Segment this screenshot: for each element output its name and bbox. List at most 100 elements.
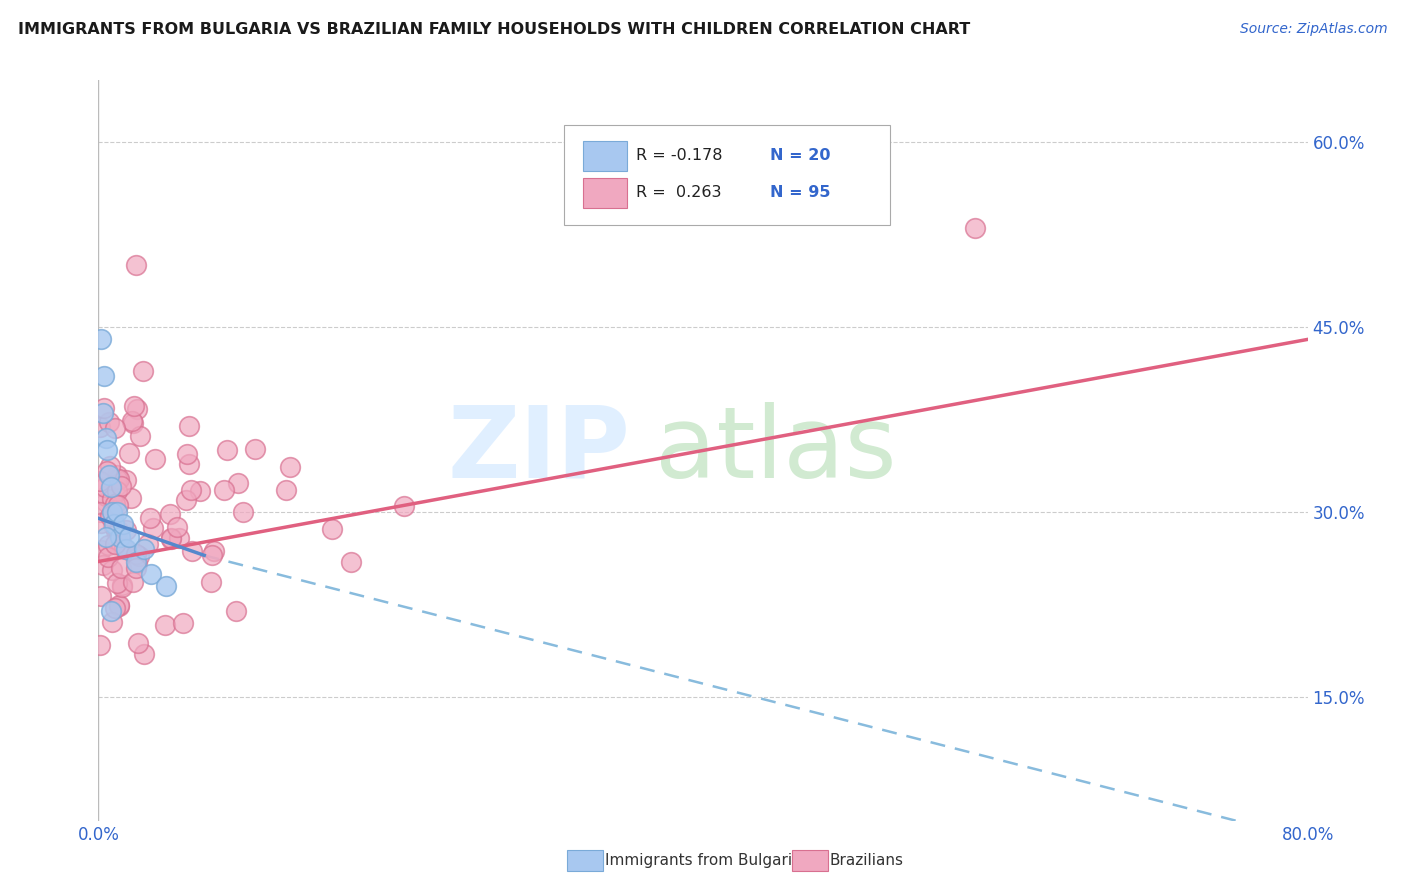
Point xyxy=(98,458,121,473)
Point xyxy=(153,618,176,632)
Point xyxy=(108,472,131,486)
Point xyxy=(101,510,124,524)
Point xyxy=(214,483,236,498)
Point xyxy=(125,259,148,273)
Point xyxy=(176,447,198,461)
Point xyxy=(201,548,224,562)
Point xyxy=(166,520,188,534)
Point xyxy=(90,516,112,530)
Point xyxy=(115,473,138,487)
Point xyxy=(97,538,120,552)
Point xyxy=(98,468,121,483)
Point xyxy=(124,399,146,413)
Point xyxy=(91,558,114,572)
Point xyxy=(89,638,111,652)
Point xyxy=(132,542,155,557)
Point xyxy=(965,221,987,235)
Point xyxy=(105,484,128,499)
Point xyxy=(108,598,131,612)
Point xyxy=(97,549,120,564)
Point xyxy=(101,563,124,577)
Point xyxy=(94,431,117,445)
Text: R = -0.178: R = -0.178 xyxy=(637,148,723,163)
Point xyxy=(114,542,136,557)
Point xyxy=(131,364,153,378)
Point xyxy=(111,578,134,592)
Point xyxy=(243,442,266,456)
Point xyxy=(125,556,148,570)
Point xyxy=(89,505,111,519)
FancyBboxPatch shape xyxy=(583,178,627,208)
Point xyxy=(93,369,115,384)
Point xyxy=(160,531,183,545)
Point xyxy=(392,499,415,513)
Text: N = 20: N = 20 xyxy=(769,148,830,163)
Point xyxy=(108,599,131,613)
Text: IMMIGRANTS FROM BULGARIA VS BRAZILIAN FAMILY HOUSEHOLDS WITH CHILDREN CORRELATIO: IMMIGRANTS FROM BULGARIA VS BRAZILIAN FA… xyxy=(18,22,970,37)
Point xyxy=(134,647,156,661)
Point xyxy=(107,472,129,486)
Point xyxy=(89,475,111,489)
Point xyxy=(105,467,128,482)
Point xyxy=(94,495,117,509)
Point xyxy=(110,479,132,493)
Point xyxy=(340,555,363,569)
Point xyxy=(321,522,343,536)
Text: ZIP: ZIP xyxy=(447,402,630,499)
Point xyxy=(128,549,150,563)
Point xyxy=(90,589,112,603)
Point xyxy=(93,401,115,415)
Point xyxy=(159,507,181,521)
Point xyxy=(105,505,128,519)
Point xyxy=(90,332,112,346)
Point xyxy=(91,407,114,421)
Point xyxy=(125,554,148,569)
Point xyxy=(141,566,163,581)
Point xyxy=(155,579,177,593)
Point xyxy=(111,517,134,532)
Point xyxy=(104,537,127,551)
Text: Immigrants from Bulgaria: Immigrants from Bulgaria xyxy=(605,854,801,868)
Point xyxy=(121,414,143,428)
Point xyxy=(129,429,152,443)
Point xyxy=(103,517,125,532)
Point xyxy=(215,443,238,458)
Point xyxy=(181,544,204,558)
Text: R =  0.263: R = 0.263 xyxy=(637,186,723,201)
Point xyxy=(226,475,249,490)
Point xyxy=(105,576,128,591)
Text: Brazilians: Brazilians xyxy=(830,854,904,868)
Point xyxy=(139,510,162,524)
Point xyxy=(90,542,112,557)
Point xyxy=(107,498,129,512)
Point xyxy=(121,416,143,430)
Point xyxy=(145,452,167,467)
Point xyxy=(112,541,135,555)
Point xyxy=(200,574,222,589)
Point xyxy=(104,601,127,615)
Point xyxy=(100,480,122,494)
Point xyxy=(160,532,183,546)
Point xyxy=(177,457,200,471)
Point xyxy=(120,491,142,505)
Point xyxy=(188,484,211,499)
Point xyxy=(280,460,302,475)
Point xyxy=(89,420,111,434)
Point xyxy=(101,505,124,519)
Point xyxy=(100,492,122,507)
Point xyxy=(127,636,149,650)
Point xyxy=(136,537,159,551)
Point xyxy=(225,604,247,618)
Point xyxy=(110,538,132,552)
Point xyxy=(118,446,141,460)
Point xyxy=(202,543,225,558)
Point xyxy=(104,524,127,539)
Point xyxy=(179,418,201,433)
Text: atlas: atlas xyxy=(655,402,896,499)
Point xyxy=(174,492,197,507)
Point xyxy=(96,465,118,479)
Point xyxy=(173,615,195,630)
FancyBboxPatch shape xyxy=(583,141,627,170)
Point xyxy=(125,561,148,575)
Point xyxy=(232,505,254,519)
